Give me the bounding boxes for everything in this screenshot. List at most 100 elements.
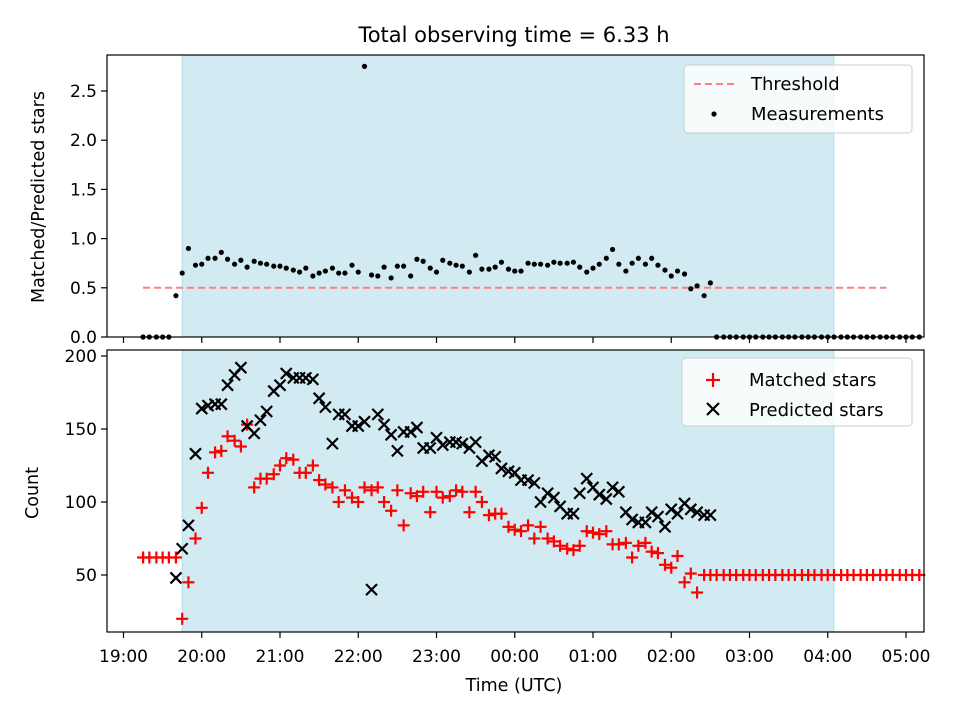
measurement-point xyxy=(388,275,394,281)
measurement-point xyxy=(336,270,342,276)
legend-measurements-swatch xyxy=(711,111,717,117)
measurement-point xyxy=(525,260,531,266)
measurement-point xyxy=(310,273,316,279)
measurement-point xyxy=(662,267,668,273)
predicted-star-point xyxy=(371,408,385,421)
predicted-star-point xyxy=(606,481,619,494)
measurement-point xyxy=(642,261,649,267)
matched-star-point xyxy=(319,478,332,491)
measurement-point xyxy=(179,270,185,276)
matched-star-point xyxy=(547,535,560,548)
predicted-star-point xyxy=(319,400,332,414)
measurement-point xyxy=(401,263,407,269)
measurement-point xyxy=(290,267,296,273)
measurement-point xyxy=(427,265,433,271)
measurement-point xyxy=(349,262,355,268)
bottom-y-tick-label: 150 xyxy=(65,420,97,440)
predicted-star-point xyxy=(534,495,547,509)
matched-star-point xyxy=(436,491,449,504)
bottom-y-axis-label: Count xyxy=(23,467,43,519)
predicted-star-point xyxy=(528,476,541,490)
predicted-star-point xyxy=(351,419,365,433)
predicted-stars-points xyxy=(169,361,717,596)
predicted-star-point xyxy=(488,450,502,464)
matched-star-point xyxy=(450,484,463,497)
top-axes-frame xyxy=(106,54,925,338)
top-y-ticks: 0.0 0.5 1.0 1.5 2.0 2.5 xyxy=(70,82,107,348)
matched-star-point xyxy=(209,446,222,459)
top-y-axis-label: Matched/Predicted stars xyxy=(29,91,49,303)
measurement-point xyxy=(629,260,635,266)
measurement-point xyxy=(584,269,590,275)
measurement-point xyxy=(518,268,524,274)
measurement-point xyxy=(564,260,570,266)
measurement-point xyxy=(609,246,616,253)
predicted-star-point xyxy=(312,392,326,405)
predicted-star-point xyxy=(651,510,665,523)
matched-star-point xyxy=(495,507,508,520)
measurement-point xyxy=(531,261,537,267)
top-panel: 0.0 0.5 1.0 1.5 2.0 2.5 Matched/Predicted sta… xyxy=(29,54,925,348)
measurement-point xyxy=(322,268,328,274)
measurement-point xyxy=(218,249,224,255)
predicted-star-point xyxy=(704,508,717,522)
measurement-point xyxy=(590,265,596,271)
bottom-x-tick-label: 23:00 xyxy=(412,647,461,667)
predicted-star-point xyxy=(690,505,704,519)
matched-star-point xyxy=(671,550,684,563)
measurement-point xyxy=(408,273,414,279)
measurement-point xyxy=(277,263,283,269)
matched-star-point xyxy=(515,525,528,538)
matched-star-point xyxy=(561,542,574,555)
predicted-star-point xyxy=(189,447,202,461)
predicted-star-point xyxy=(182,519,195,532)
top-legend: Threshold Measurements xyxy=(683,64,913,134)
measurement-point xyxy=(316,270,322,276)
predicted-star-point xyxy=(573,486,586,500)
predicted-star-point xyxy=(639,516,652,529)
measurement-point xyxy=(570,259,577,265)
predicted-star-point xyxy=(384,428,398,442)
measurement-point xyxy=(238,257,244,263)
predicted-star-point xyxy=(684,503,698,516)
measurement-point xyxy=(701,293,707,299)
matched-star-point xyxy=(600,525,613,538)
measurement-point xyxy=(264,261,270,267)
predicted-star-point xyxy=(410,421,424,434)
measurement-point xyxy=(420,258,426,264)
predicted-star-point xyxy=(600,492,613,506)
matched-star-point xyxy=(619,536,632,549)
measurement-point xyxy=(205,255,211,261)
measurement-point xyxy=(688,286,694,292)
measurement-point xyxy=(433,269,440,275)
measurement-point xyxy=(224,256,231,262)
predicted-star-point xyxy=(495,462,508,475)
matched-star-point xyxy=(587,526,599,539)
matched-star-point xyxy=(580,525,593,538)
matched-star-point xyxy=(202,466,215,479)
top-legend-box xyxy=(683,64,913,134)
matched-star-point xyxy=(508,523,521,536)
matched-star-point xyxy=(306,459,319,472)
matched-star-point xyxy=(352,496,365,508)
matched-star-point xyxy=(567,544,580,557)
matched-star-point xyxy=(443,490,456,503)
predicted-star-point xyxy=(175,542,189,555)
predicted-star-point xyxy=(671,507,684,520)
measurement-point xyxy=(212,255,218,261)
predicted-star-point xyxy=(592,488,606,501)
predicted-star-point xyxy=(195,402,209,415)
measurement-point xyxy=(251,258,257,264)
matched-star-point xyxy=(612,538,625,551)
bottom-panel: 50 100 150 200 19:00 20:00 21:00 22:00 23:00 00:… xyxy=(23,347,931,696)
bottom-x-tick-label: 04:00 xyxy=(803,647,852,667)
matched-star-point xyxy=(267,468,280,481)
matched-star-point xyxy=(391,484,404,497)
matched-star-point xyxy=(651,547,664,560)
predicted-star-point xyxy=(612,485,626,499)
predicted-star-point xyxy=(273,378,287,392)
bottom-x-tick-label: 20:00 xyxy=(177,647,226,667)
predicted-star-point xyxy=(358,415,371,428)
measurement-point xyxy=(486,266,492,272)
bottom-y-tick-label: 50 xyxy=(75,566,97,586)
